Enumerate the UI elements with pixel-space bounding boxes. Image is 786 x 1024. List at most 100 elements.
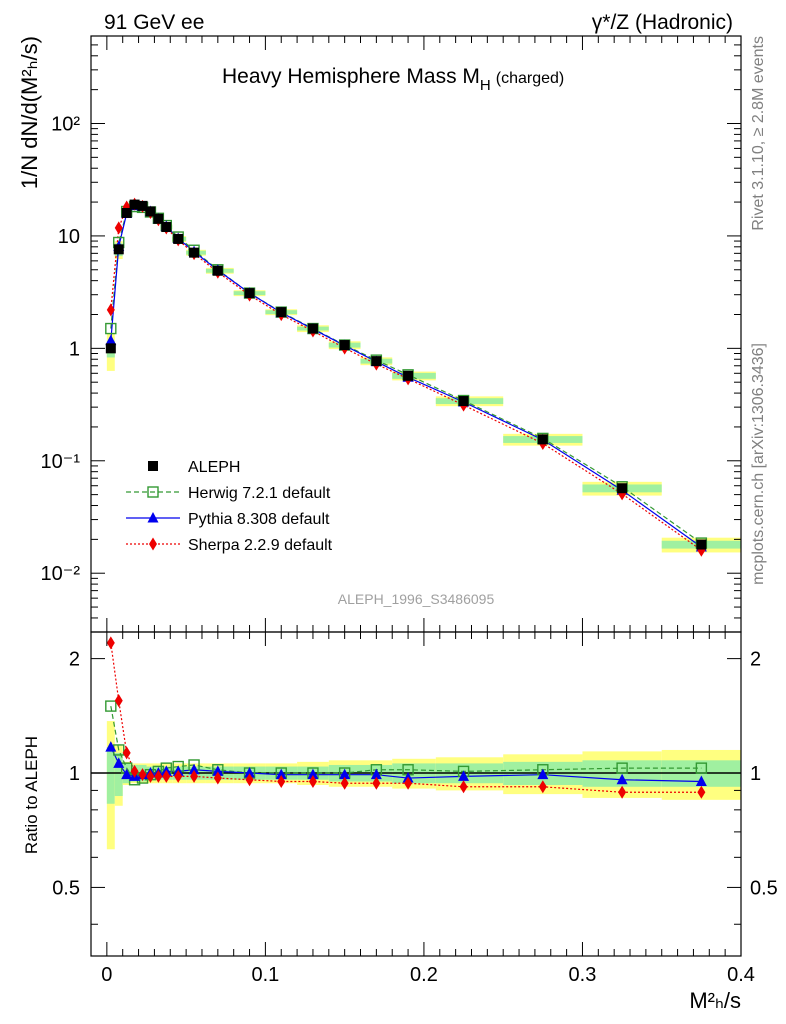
legend-label: Herwig 7.2.1 default [188,485,331,502]
sherpa-ratio-point [190,769,199,783]
herwig-ratio-point [616,762,628,774]
aleph-data-point [173,233,184,244]
aleph-data-point [371,356,382,367]
ratio-band-inner [106,747,115,804]
x-tick-label: 0.4 [727,964,755,986]
aleph-data-point [307,323,318,334]
x-tick-label: 0.2 [410,964,438,986]
aleph-data-point [617,483,628,494]
legend: ALEPH Herwig 7.2.1 default Pythia 8.308 de… [126,459,333,554]
sherpa-ratio-point [122,746,131,760]
aleph-data-point [537,434,548,445]
y-axis-label-ratio: Ratio to ALEPH [22,736,41,854]
sherpa-ratio-point [372,776,381,790]
sherpa-ratio-point [213,771,222,785]
sherpa-ratio-point [340,776,349,790]
aleph-data-point [189,247,200,258]
ratio-tick-label-right: 2 [750,649,761,671]
x-tick-label: 0.3 [569,964,597,986]
y-tick-label-main: 10⁻² [41,563,81,585]
herwig-ratio-point [695,762,708,774]
pythia-ratio-point [458,770,470,781]
plot-frames [90,35,742,957]
pythia-ratio-point [188,763,200,775]
sherpa-ratio-point [162,769,171,783]
aleph-data-point [458,396,469,407]
main-band-inner [392,372,436,379]
side-label-rivet: Rivet 3.1.10, ≥ 2.8M events [750,36,767,231]
aleph-data-point [153,213,164,224]
main-band-inner [435,398,504,405]
sherpa-point [114,221,123,235]
aleph-data-point [339,340,350,351]
pythia-ratio-point [113,757,125,768]
ratio-tick-label-left: 0.5 [52,877,80,899]
legend-label: Pythia 8.308 default [188,511,330,528]
x-tick-label: 0 [101,964,112,986]
sherpa-ratio-point [618,785,627,799]
ratio-tick-label-right: 1 [750,763,761,785]
y-tick-label-main: 10 [58,226,80,248]
pythia-ratio-point [695,775,707,786]
pythia-ratio-point [105,741,117,752]
herwig-point [105,322,117,335]
sherpa-ratio-point [138,768,147,782]
legend-marker [148,461,158,471]
title-main: Heavy Hemisphere Mass M [222,65,480,88]
side-label-mcplots: mcplots.cern.ch [arXiv:1306.3436] [750,343,767,585]
header-left: 91 GeV ee [104,11,204,34]
sherpa-ratio-point [114,694,123,708]
aleph-data-point [145,206,156,217]
sherpa-ratio-point [404,776,413,790]
pythia-ratio-point [244,767,256,778]
ratio-tick-label-left: 1 [69,763,80,785]
sherpa-point [106,303,115,317]
legend-label: Sherpa 2.2.9 default [188,537,333,554]
y-axis-label-main: 1/N dN/d(M²ₕ/s) [17,36,42,189]
sherpa-ratio-point [277,774,286,788]
axis-ticks [91,35,742,956]
pythia-ratio-point [121,768,133,780]
pythia-ratio-point [275,768,287,780]
legend-label: ALEPH [188,459,240,476]
sherpa-ratio-point [130,764,139,778]
x-axis-label: M²ₕ/s [689,988,741,1013]
aleph-data-point [212,265,223,276]
herwig-ratio-point [105,700,117,712]
sherpa-ratio-point [106,636,115,650]
plot-title: Heavy Hemisphere Mass MH (charged) [222,65,564,94]
aleph-data-point [105,343,116,354]
sherpa-ratio-point [146,769,155,783]
title-sub: H [480,77,491,94]
legend-marker [147,512,159,523]
y-tick-label-main: 10⁻¹ [41,451,81,473]
pythia-ratio-point [370,768,382,780]
header-right: γ*/Z (Hadronic) [592,11,733,34]
analysis-watermark: ALEPH_1996_S3486095 [338,591,495,607]
ratio-tick-label-right: 0.5 [750,877,778,899]
pythia-ratio-point [616,773,628,785]
pythia-point [105,334,117,346]
sherpa-ratio-point [308,774,317,788]
sherpa-ratio-point [459,780,468,794]
sherpa-ratio-point [154,769,163,783]
aleph-data-point [696,539,707,550]
pythia-ratio-point [339,768,351,780]
ratio-tick-label-left: 2 [69,649,80,671]
aleph-data-point [403,370,414,381]
sherpa-ratio-point [697,785,706,799]
aleph-data-point [121,207,132,218]
ratio-uncertainty-bands [106,721,741,850]
y-tick-label-main: 10² [51,113,80,135]
legend-marker [147,486,159,498]
ratio-plot-frame [90,631,742,957]
ratio-band-inner [114,752,123,797]
sherpa-ratio-point [538,780,547,794]
series-markers [105,197,708,799]
title-suffix: (charged) [496,70,564,87]
aleph-data-point [276,307,287,318]
y-tick-label-main: 1 [69,338,80,360]
aleph-data-point [137,200,148,211]
sherpa-ratio-point [174,769,183,783]
